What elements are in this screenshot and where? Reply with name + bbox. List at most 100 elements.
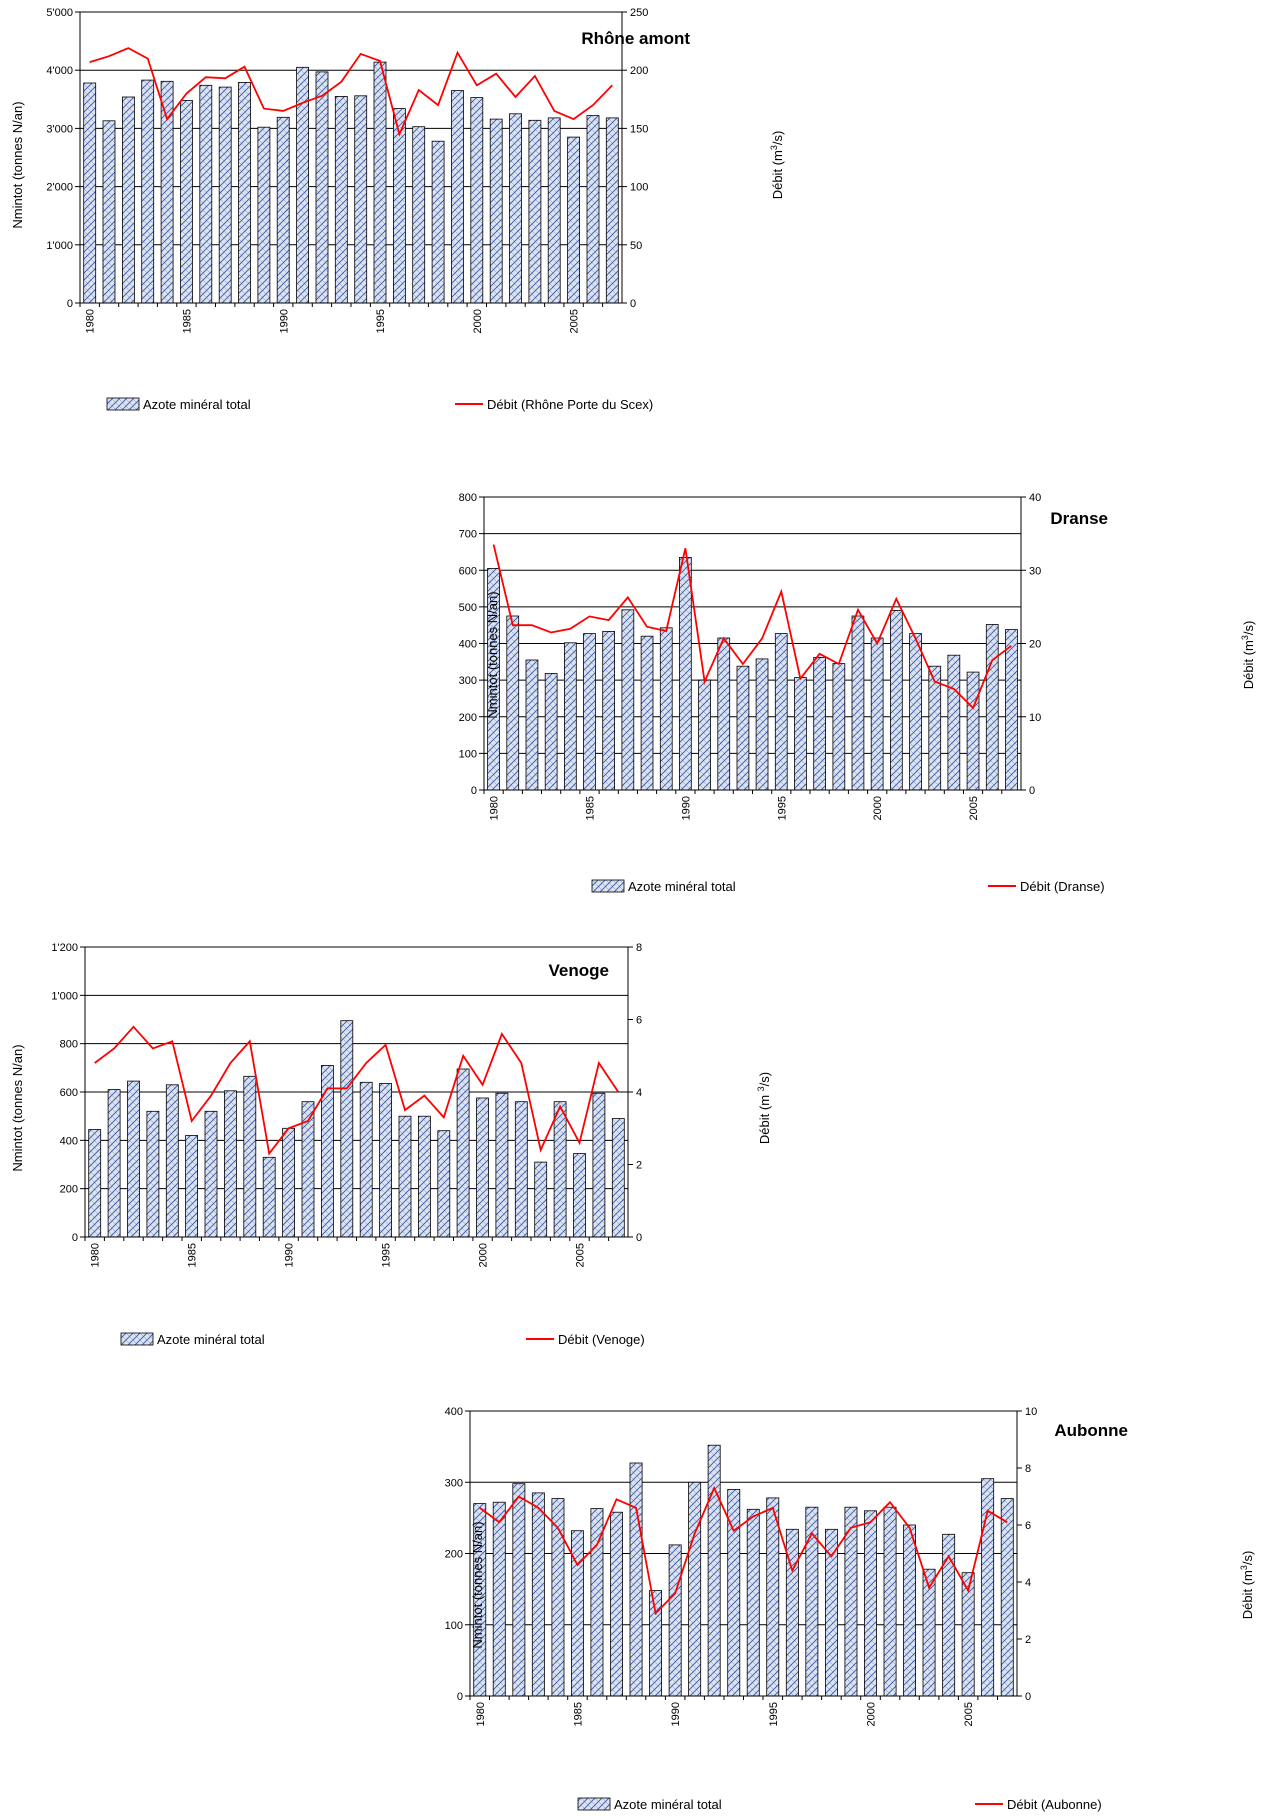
bar-1981 [492, 1501, 506, 1697]
chart-title: Aubonne [1054, 1421, 1128, 1440]
legend-bar-swatch [577, 1797, 611, 1811]
y2-tick-label: 10 [1029, 712, 1041, 724]
x-tick-label: 1980 [90, 1243, 102, 1267]
x-tick-label: 2000 [478, 1243, 490, 1267]
chart-title: Venoge [549, 961, 609, 980]
bar-1996 [398, 1115, 412, 1238]
legend-bar-swatch [120, 1332, 154, 1346]
y-tick-label: 200 [445, 1549, 463, 1561]
x-tick-label: 1980 [489, 796, 501, 820]
y2-tick-label: 6 [636, 1015, 642, 1027]
y2-tick-label: 2 [636, 1160, 642, 1172]
bar-1999 [456, 1068, 470, 1238]
chart-rhone-amont: 0 1'000 2'000 3'000 4'000 5'000 0 50 100 150 200 25… [10, 7, 785, 412]
y2-tick-label: 0 [1029, 785, 1035, 797]
legend-bar-swatch [591, 879, 625, 893]
y2-tick-label: 0 [636, 1232, 642, 1244]
y-tick-label: 1'000 [51, 990, 78, 1002]
bar-1994 [746, 1508, 760, 1697]
bar-1981 [107, 1089, 121, 1238]
y2-tick-label: 2 [1025, 1634, 1031, 1646]
bar-1997 [417, 1115, 431, 1238]
bar-1990 [679, 557, 692, 791]
x-tick-label: 1990 [278, 309, 290, 333]
x-tick-label: 1985 [182, 309, 194, 333]
y2-axis-label: Débit (m3/s) [1239, 1551, 1255, 1620]
bar-1989 [257, 126, 271, 304]
bar-2004 [553, 1101, 567, 1238]
legend: Azote minéral total Débit (Rhône Porte d… [106, 397, 653, 412]
bar-1988 [629, 1462, 643, 1697]
chart-title: Dranse [1050, 509, 1108, 528]
x-tick-label: 1980 [475, 1702, 487, 1726]
bar-2005 [567, 136, 580, 304]
y-tick-label: 5'000 [46, 7, 73, 19]
bar-1996 [392, 108, 406, 304]
bar-1992 [717, 637, 731, 791]
plot-frame [84, 946, 629, 1238]
bar-1989 [262, 1156, 276, 1238]
x-tick-label: 1995 [768, 1702, 780, 1726]
bar-2004 [547, 117, 561, 304]
bar-1993 [334, 96, 348, 304]
chart-dranse: 0 100 200 300 400 500 600 700 800 0 10 20 30 40 1980 19… [459, 492, 1256, 894]
x-tick-label: 1985 [572, 1702, 584, 1726]
y-axis-label: Nmintot (tonnes N/an) [470, 1521, 485, 1648]
bar-1987 [621, 609, 635, 791]
bar-1989 [659, 627, 673, 791]
y-tick-label: 0 [471, 785, 477, 797]
bar-1998 [832, 663, 846, 791]
bar-1998 [431, 140, 445, 304]
y-tick-label: 3'000 [46, 123, 73, 135]
legend: Azote minéral total Débit (Aubonne) [577, 1797, 1102, 1812]
y2-tick-label: 20 [1029, 639, 1041, 651]
y2-tick-label: 0 [1025, 1691, 1031, 1703]
y2-tick-label: 30 [1029, 565, 1041, 577]
x-tick-label: 1995 [375, 309, 387, 333]
plot-frame [79, 11, 623, 304]
y-tick-label: 400 [459, 639, 477, 651]
bar-1980 [88, 1129, 102, 1238]
bar-1994 [354, 95, 368, 304]
legend: Azote minéral total Débit (Venoge) [120, 1332, 645, 1347]
bar-1998 [437, 1130, 451, 1238]
y2-axis-label: Débit (m3/s) [769, 131, 785, 200]
y2-axis-label: Débit (m 3/s) [756, 1072, 772, 1144]
bar-2000 [870, 637, 884, 791]
bar-1985 [583, 633, 596, 791]
y2-tick-label: 40 [1029, 492, 1041, 504]
y2-tick-label: 10 [1025, 1406, 1037, 1418]
bar-1992 [315, 71, 329, 304]
bar-1983 [141, 79, 155, 304]
y-tick-label: 2'000 [46, 182, 73, 194]
bar-1996 [794, 677, 807, 791]
bar-1989 [649, 1590, 663, 1697]
bar-2002 [903, 1524, 917, 1697]
y-tick-label: 600 [60, 1087, 78, 1099]
bar-1999 [844, 1506, 858, 1697]
x-tick-label: 2000 [872, 796, 884, 820]
bar-2003 [928, 665, 942, 791]
y-tick-label: 200 [459, 712, 477, 724]
bar-1997 [412, 126, 426, 304]
bar-2002 [909, 633, 922, 791]
bar-2001 [495, 1092, 509, 1238]
line-series-debit [492, 544, 1012, 710]
bar-1992 [707, 1444, 721, 1697]
bar-1984 [564, 642, 577, 791]
y-tick-label: 4'000 [46, 65, 73, 77]
bar-2007 [611, 1118, 625, 1238]
y-tick-label: 100 [445, 1620, 463, 1632]
y2-tick-label: 0 [630, 298, 636, 310]
y-tick-label: 700 [459, 529, 477, 541]
bar-2000 [476, 1097, 489, 1238]
x-tick-label: 2005 [569, 309, 581, 333]
bar-2000 [470, 97, 484, 304]
y-tick-label: 400 [445, 1406, 463, 1418]
bar-1990 [668, 1544, 682, 1697]
x-tick-label: 2005 [963, 1702, 975, 1726]
bar-1987 [218, 86, 232, 304]
bar-1981 [506, 615, 520, 791]
y2-tick-label: 8 [636, 942, 642, 954]
legend-line-label: Débit (Dranse) [1020, 879, 1105, 894]
